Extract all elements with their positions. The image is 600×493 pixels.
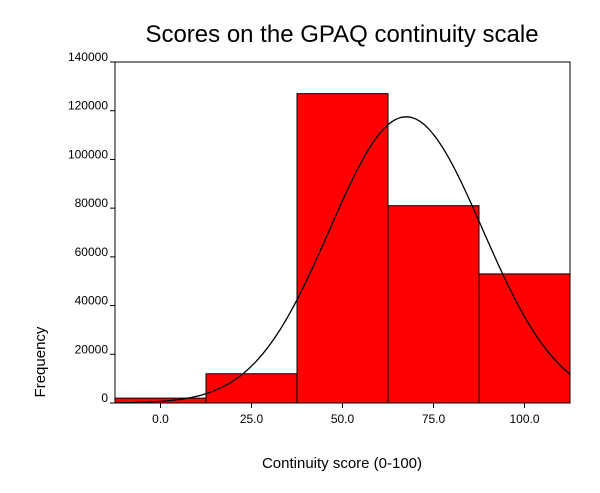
normal-curve-group bbox=[114, 116, 571, 404]
y-tick-label: 120000 bbox=[68, 99, 108, 113]
x-tick-label: 25.0 bbox=[240, 412, 264, 426]
y-tick-label: 40000 bbox=[75, 294, 109, 308]
y-axis: 0 20000 40000 60000 80000 100000 120000 140000 bbox=[68, 50, 115, 405]
y-tick-label: 60000 bbox=[75, 245, 109, 259]
x-axis-label: Continuity score (0-100) bbox=[262, 455, 422, 472]
bars-group bbox=[114, 93, 571, 404]
chart-title: Scores on the GPAQ continuity scale bbox=[145, 21, 538, 48]
y-axis-label: Frequency bbox=[32, 326, 49, 397]
y-tick-label: 80000 bbox=[75, 196, 109, 210]
x-axis: 0.0 25.0 50.0 75.0 100.0 bbox=[152, 403, 540, 426]
histogram-bar-4 bbox=[478, 273, 571, 404]
histogram-bar-3 bbox=[387, 205, 480, 404]
y-tick-label: 0 bbox=[101, 391, 108, 405]
y-tick-label: 100000 bbox=[68, 147, 108, 161]
normal-curve-line bbox=[114, 116, 571, 404]
y-tick-label: 20000 bbox=[75, 342, 109, 356]
y-tick-label: 140000 bbox=[68, 50, 108, 64]
x-tick-label: 50.0 bbox=[331, 412, 355, 426]
x-tick-label: 100.0 bbox=[509, 412, 539, 426]
x-tick-label: 75.0 bbox=[422, 412, 446, 426]
x-tick-label: 0.0 bbox=[152, 412, 169, 426]
